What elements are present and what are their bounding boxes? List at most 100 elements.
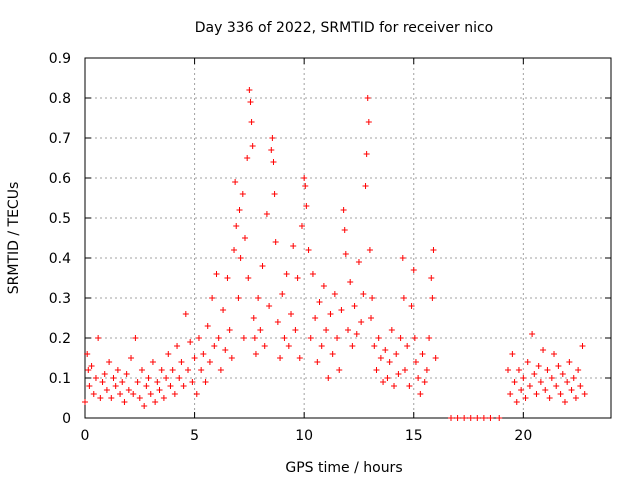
data-point bbox=[226, 327, 233, 333]
data-point bbox=[224, 275, 231, 281]
data-point bbox=[371, 343, 378, 349]
data-point bbox=[302, 183, 309, 189]
data-point bbox=[128, 355, 135, 361]
data-point bbox=[114, 367, 121, 373]
data-point bbox=[575, 367, 582, 373]
data-point bbox=[305, 247, 312, 253]
data-point bbox=[336, 367, 343, 373]
data-point bbox=[261, 343, 268, 349]
data-point bbox=[355, 259, 362, 265]
data-point bbox=[504, 367, 511, 373]
data-point bbox=[272, 239, 279, 245]
data-point bbox=[429, 295, 436, 301]
data-point bbox=[410, 267, 417, 273]
data-point bbox=[314, 359, 321, 365]
data-point bbox=[130, 391, 137, 397]
data-point bbox=[544, 367, 551, 373]
data-point bbox=[285, 343, 292, 349]
data-point bbox=[117, 391, 124, 397]
data-point bbox=[298, 223, 305, 229]
data-point bbox=[487, 415, 494, 421]
data-point bbox=[548, 375, 555, 381]
data-point bbox=[82, 399, 88, 405]
data-point bbox=[461, 415, 468, 421]
data-point bbox=[222, 347, 229, 353]
data-point bbox=[277, 355, 284, 361]
data-points bbox=[82, 87, 588, 421]
data-point bbox=[143, 383, 150, 389]
y-axis-label: SRMTID / TECUs bbox=[6, 182, 22, 295]
data-point bbox=[160, 395, 167, 401]
data-point bbox=[307, 335, 314, 341]
data-point bbox=[250, 315, 257, 321]
x-tick-label: 5 bbox=[190, 428, 199, 444]
data-point bbox=[448, 415, 455, 421]
data-point bbox=[206, 359, 213, 365]
data-point bbox=[209, 295, 216, 301]
data-point bbox=[180, 383, 187, 389]
data-point bbox=[245, 275, 252, 281]
data-point bbox=[239, 191, 246, 197]
data-point bbox=[329, 351, 336, 357]
data-point bbox=[191, 355, 198, 361]
data-point bbox=[507, 391, 514, 397]
data-point bbox=[255, 295, 262, 301]
data-point bbox=[169, 367, 176, 373]
data-point bbox=[331, 291, 338, 297]
data-point bbox=[323, 327, 330, 333]
data-point bbox=[364, 95, 371, 101]
y-tick-label: 0.8 bbox=[49, 91, 71, 107]
data-point bbox=[312, 315, 319, 321]
data-point bbox=[467, 415, 474, 421]
data-point bbox=[540, 347, 547, 353]
data-point bbox=[176, 375, 183, 381]
data-point bbox=[557, 391, 564, 397]
data-point bbox=[259, 263, 266, 269]
y-tick-label: 0.6 bbox=[49, 171, 71, 187]
data-point bbox=[353, 331, 360, 337]
data-point bbox=[349, 343, 356, 349]
data-point bbox=[88, 363, 95, 369]
data-point bbox=[123, 371, 130, 377]
data-point bbox=[341, 227, 348, 233]
data-point bbox=[400, 295, 407, 301]
data-point bbox=[430, 247, 437, 253]
data-point bbox=[454, 415, 461, 421]
data-point bbox=[288, 311, 295, 317]
data-point bbox=[233, 223, 240, 229]
data-point bbox=[345, 327, 351, 333]
data-point bbox=[318, 343, 325, 349]
data-point bbox=[579, 343, 586, 349]
data-point bbox=[518, 387, 525, 393]
data-point bbox=[553, 383, 560, 389]
data-point bbox=[384, 375, 391, 381]
data-point bbox=[316, 299, 323, 305]
data-point bbox=[555, 363, 562, 369]
data-point bbox=[240, 335, 247, 341]
data-point bbox=[283, 271, 290, 277]
data-point bbox=[236, 207, 243, 213]
data-point bbox=[200, 351, 207, 357]
data-point bbox=[511, 379, 518, 385]
data-point bbox=[397, 335, 404, 341]
data-point bbox=[358, 319, 365, 325]
data-point bbox=[391, 383, 398, 389]
data-point bbox=[110, 375, 117, 381]
data-point bbox=[249, 143, 256, 149]
data-point bbox=[84, 351, 91, 357]
data-point bbox=[156, 387, 163, 393]
data-point bbox=[182, 311, 189, 317]
y-tick-label: 0.3 bbox=[49, 291, 71, 307]
data-point bbox=[167, 383, 174, 389]
data-point bbox=[269, 135, 276, 141]
data-point bbox=[270, 159, 277, 165]
data-point bbox=[290, 243, 297, 249]
data-point bbox=[366, 247, 373, 253]
data-point bbox=[520, 375, 527, 381]
data-point bbox=[211, 343, 218, 349]
data-point bbox=[244, 155, 251, 161]
y-tick-labels: 0 0.1 0.2 0.3 0.4 0.5 0.6 0.7 0.8 0.9 bbox=[49, 51, 71, 427]
data-point bbox=[423, 367, 430, 373]
data-point bbox=[158, 367, 165, 373]
data-point bbox=[386, 359, 393, 365]
